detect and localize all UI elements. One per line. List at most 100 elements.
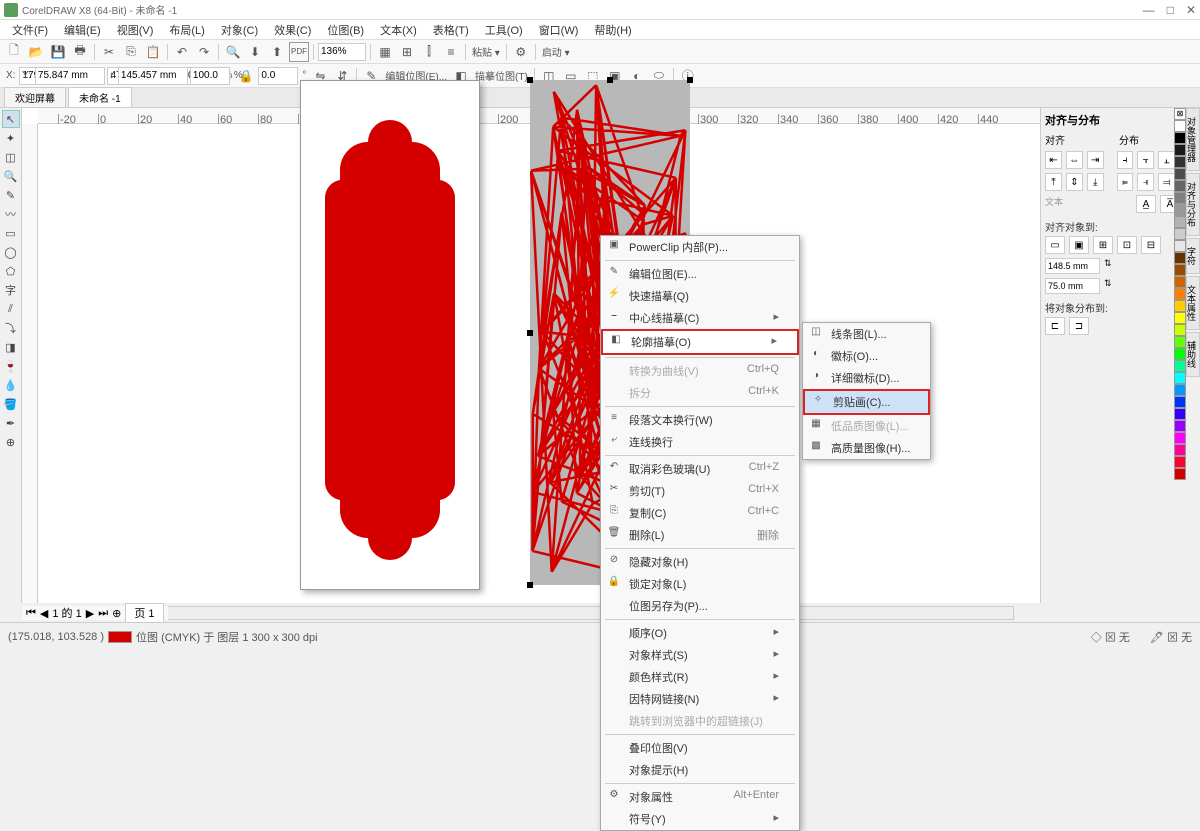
submenu-item[interactable]: ▩高质量图像(H)... bbox=[803, 437, 930, 459]
context-menu-item[interactable]: ⎘复制(C)Ctrl+C bbox=[601, 502, 799, 524]
page-prev-icon[interactable]: ◀ bbox=[40, 607, 48, 620]
page-next-icon[interactable]: ▶ bbox=[86, 607, 94, 620]
align-center-h-button[interactable]: ⇔ bbox=[1066, 151, 1083, 169]
transparency-tool[interactable]: 🍷 bbox=[2, 357, 20, 375]
y-input[interactable] bbox=[35, 67, 105, 85]
tab-welcome[interactable]: 欢迎屏幕 bbox=[4, 87, 66, 107]
grid-button[interactable]: ⊞ bbox=[397, 42, 417, 62]
context-menu-item[interactable]: 颜色样式(R)▸ bbox=[601, 666, 799, 688]
import-button[interactable]: ⬇ bbox=[245, 42, 265, 62]
align-x-input[interactable] bbox=[1045, 258, 1100, 274]
align-right-button[interactable]: ⇥ bbox=[1087, 151, 1104, 169]
dist-center-h-button[interactable]: ⫟ bbox=[1137, 151, 1154, 169]
color-swatch[interactable] bbox=[1174, 420, 1186, 432]
crop-tool[interactable]: ◫ bbox=[2, 148, 20, 166]
docker-tab[interactable]: 字符 bbox=[1186, 238, 1200, 274]
artistic-tool[interactable]: 〰 bbox=[2, 205, 20, 223]
submenu-item[interactable]: ✧剪贴画(C)... bbox=[803, 389, 930, 415]
undo-button[interactable]: ↶ bbox=[172, 42, 192, 62]
context-menu-item[interactable]: 顺序(O)▸ bbox=[601, 622, 799, 644]
context-menu-item[interactable]: 符号(Y)▸ bbox=[601, 808, 799, 830]
menu-item[interactable]: 文件(F) bbox=[6, 20, 54, 40]
menu-item[interactable]: 布局(L) bbox=[163, 20, 210, 40]
h-input[interactable] bbox=[118, 67, 188, 85]
align-top-button[interactable]: ⤒ bbox=[1045, 173, 1062, 191]
align-to-4[interactable]: ⊡ bbox=[1117, 236, 1137, 254]
context-menu-item[interactable]: 🗑删除(L)删除 bbox=[601, 524, 799, 546]
dist-to-1[interactable]: ⊏ bbox=[1045, 317, 1065, 335]
docker-tab[interactable]: 文本属性 bbox=[1186, 276, 1200, 330]
rectangle-tool[interactable]: ▭ bbox=[2, 224, 20, 242]
search-icon[interactable]: 🔍 bbox=[223, 42, 243, 62]
dist-center-v-button[interactable]: ⫣ bbox=[1137, 173, 1154, 191]
context-menu-item[interactable]: 叠印位图(V) bbox=[601, 737, 799, 759]
zoom-input[interactable] bbox=[318, 43, 366, 61]
context-menu-item[interactable]: ⤶连线换行 bbox=[601, 431, 799, 453]
color-swatch[interactable] bbox=[1174, 432, 1186, 444]
submenu-item[interactable]: ◫线条图(L)... bbox=[803, 323, 930, 345]
context-menu-item[interactable]: ⊘隐藏对象(H) bbox=[601, 551, 799, 573]
open-button[interactable]: 📂 bbox=[26, 42, 46, 62]
context-menu-item[interactable]: 对象样式(S)▸ bbox=[601, 644, 799, 666]
menu-item[interactable]: 工具(O) bbox=[479, 20, 529, 40]
menu-item[interactable]: 窗口(W) bbox=[533, 20, 585, 40]
pick-tool[interactable]: ↖ bbox=[2, 110, 20, 128]
align-to-2[interactable]: ▣ bbox=[1069, 236, 1089, 254]
menu-item[interactable]: 效果(C) bbox=[268, 20, 317, 40]
lock-ratio-icon[interactable]: 🔒 bbox=[236, 66, 256, 86]
paste-dropdown[interactable]: 粘贴 ▾ bbox=[472, 44, 500, 59]
text-align-a-button[interactable]: A̲ bbox=[1136, 195, 1156, 213]
export-button[interactable]: ⬆ bbox=[267, 42, 287, 62]
context-menu-item[interactable]: ▣PowerClip 内部(P)... bbox=[601, 236, 799, 258]
context-menu-item[interactable]: ✎编辑位图(E)... bbox=[601, 263, 799, 285]
color-swatch[interactable] bbox=[1174, 264, 1186, 276]
parallel-tool[interactable]: ⫽ bbox=[2, 300, 20, 318]
docker-tab[interactable]: 辅助线 bbox=[1186, 332, 1200, 377]
dist-top-button[interactable]: ⫢ bbox=[1117, 173, 1134, 191]
rot-input[interactable] bbox=[258, 67, 298, 85]
print-button[interactable]: 🖶 bbox=[70, 42, 90, 62]
page-tab[interactable]: 页 1 bbox=[125, 603, 163, 623]
context-menu-item[interactable]: ✂剪切(T)Ctrl+X bbox=[601, 480, 799, 502]
copy-button[interactable]: ⎘ bbox=[121, 42, 141, 62]
dist-left-button[interactable]: ⫞ bbox=[1117, 151, 1134, 169]
color-swatch[interactable] bbox=[1174, 372, 1186, 384]
selection-handle[interactable] bbox=[687, 77, 693, 83]
selection-handle[interactable] bbox=[607, 77, 613, 83]
docker-tab[interactable]: 对齐与分布 bbox=[1186, 173, 1200, 236]
submenu-item[interactable]: ◐徽标(O)... bbox=[803, 345, 930, 367]
menu-item[interactable]: 帮助(H) bbox=[588, 20, 637, 40]
page-last-icon[interactable]: ⏭ bbox=[98, 607, 108, 620]
freehand-tool[interactable]: ✎ bbox=[2, 186, 20, 204]
menu-item[interactable]: 视图(V) bbox=[111, 20, 160, 40]
trace-bitmap-button[interactable]: 描摹位图(T) bbox=[475, 68, 528, 83]
align-bottom-button[interactable]: ⤓ bbox=[1087, 173, 1104, 191]
drop-shadow-tool[interactable]: ◨ bbox=[2, 338, 20, 356]
dist-to-2[interactable]: ⊐ bbox=[1069, 317, 1089, 335]
menu-item[interactable]: 位图(B) bbox=[321, 20, 370, 40]
align-to-5[interactable]: ⊟ bbox=[1141, 236, 1161, 254]
color-swatch[interactable] bbox=[1174, 324, 1186, 336]
context-menu-item[interactable]: 因特网链接(N)▸ bbox=[601, 688, 799, 710]
context-menu-item[interactable]: ⚙对象属性Alt+Enter bbox=[601, 786, 799, 808]
selection-handle[interactable] bbox=[527, 77, 533, 83]
shape-tool[interactable]: ✦ bbox=[2, 129, 20, 147]
snap-button[interactable]: ▦ bbox=[375, 42, 395, 62]
eyedropper-tool[interactable]: 💧 bbox=[2, 376, 20, 394]
cut-button[interactable]: ✂ bbox=[99, 42, 119, 62]
context-menu-item[interactable]: ⎯中心线描摹(C)▸ bbox=[601, 307, 799, 329]
align-button[interactable]: ≡ bbox=[441, 42, 461, 62]
zoom-tool[interactable]: 🔍 bbox=[2, 167, 20, 185]
color-swatch[interactable] bbox=[1174, 456, 1186, 468]
dist-spacing-h[interactable]: ⫠ bbox=[1158, 151, 1175, 169]
align-to-1[interactable]: ▭ bbox=[1045, 236, 1065, 254]
sy-input[interactable] bbox=[190, 67, 230, 85]
new-button[interactable]: 🗋 bbox=[4, 42, 24, 62]
align-left-button[interactable]: ⇤ bbox=[1045, 151, 1062, 169]
color-swatch[interactable] bbox=[1174, 228, 1186, 240]
color-swatch[interactable] bbox=[1174, 444, 1186, 456]
menu-item[interactable]: 编辑(E) bbox=[58, 20, 107, 40]
pdf-button[interactable]: PDF bbox=[289, 42, 309, 62]
context-menu-item[interactable]: ◧轮廓描摹(O)▸ bbox=[601, 329, 799, 355]
ellipse-tool[interactable]: ◯ bbox=[2, 243, 20, 261]
